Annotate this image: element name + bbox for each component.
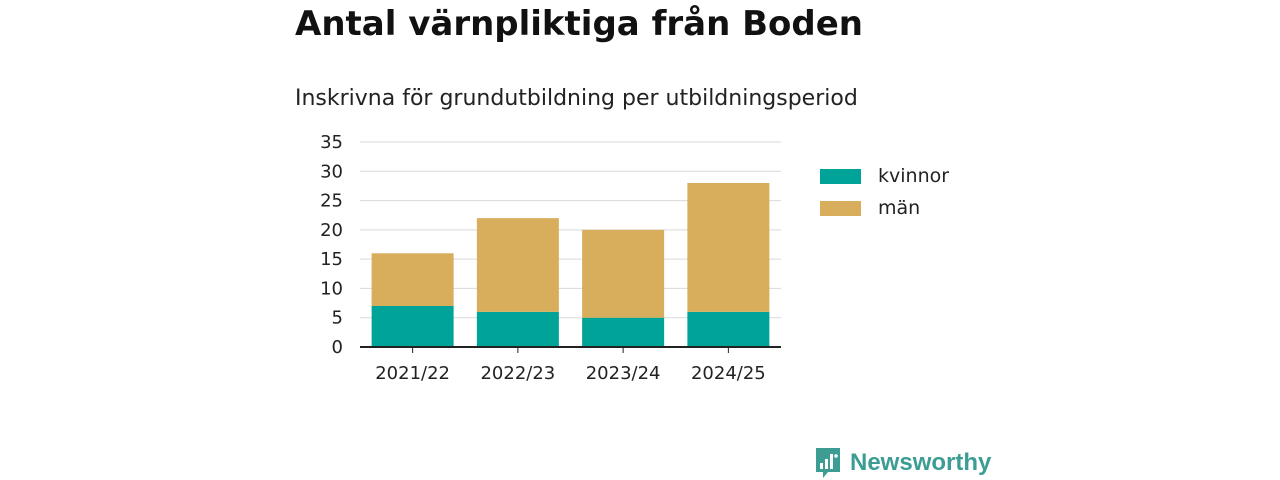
y-tick-label: 10: [320, 278, 343, 299]
chart-subtitle: Inskrivna för grundutbildning per utbild…: [295, 86, 858, 111]
bar-man: [476, 218, 559, 312]
legend-label-kvinnor: kvinnor: [878, 165, 950, 187]
newsworthy-logo-icon: [816, 448, 840, 478]
x-tick-label: 2024/25: [691, 363, 766, 384]
bar-man: [687, 183, 770, 312]
brand-name: Newsworthy: [850, 449, 992, 476]
bar-kvinnor: [687, 311, 770, 347]
bar-kvinnor: [582, 317, 665, 347]
chart-title: Antal värnpliktiga från Boden: [295, 4, 863, 44]
x-tick-label: 2023/24: [586, 363, 661, 384]
y-tick-label: 35: [320, 132, 343, 153]
y-tick-label: 15: [320, 249, 343, 270]
bar-kvinnor: [371, 306, 454, 347]
x-tick-label: 2022/23: [480, 363, 555, 384]
y-tick-label: 25: [320, 191, 343, 212]
newsworthy-brand[interactable]: Newsworthy: [814, 446, 991, 480]
y-tick-label: 20: [320, 220, 343, 241]
legend: kvinnor män: [820, 160, 949, 224]
bar-man: [582, 229, 665, 318]
legend-label-man: män: [878, 197, 921, 219]
y-tick-label: 5: [332, 308, 343, 329]
legend-item-man: män: [820, 192, 949, 224]
x-tick-label: 2021/22: [375, 363, 450, 384]
bar-man: [371, 253, 454, 306]
y-tick-label: 30: [320, 161, 343, 182]
legend-swatch-kvinnor: [820, 168, 861, 184]
y-tick-label: 0: [332, 337, 343, 358]
legend-item-kvinnor: kvinnor: [820, 160, 949, 192]
bar-kvinnor: [476, 311, 559, 347]
legend-swatch-man: [820, 200, 861, 216]
